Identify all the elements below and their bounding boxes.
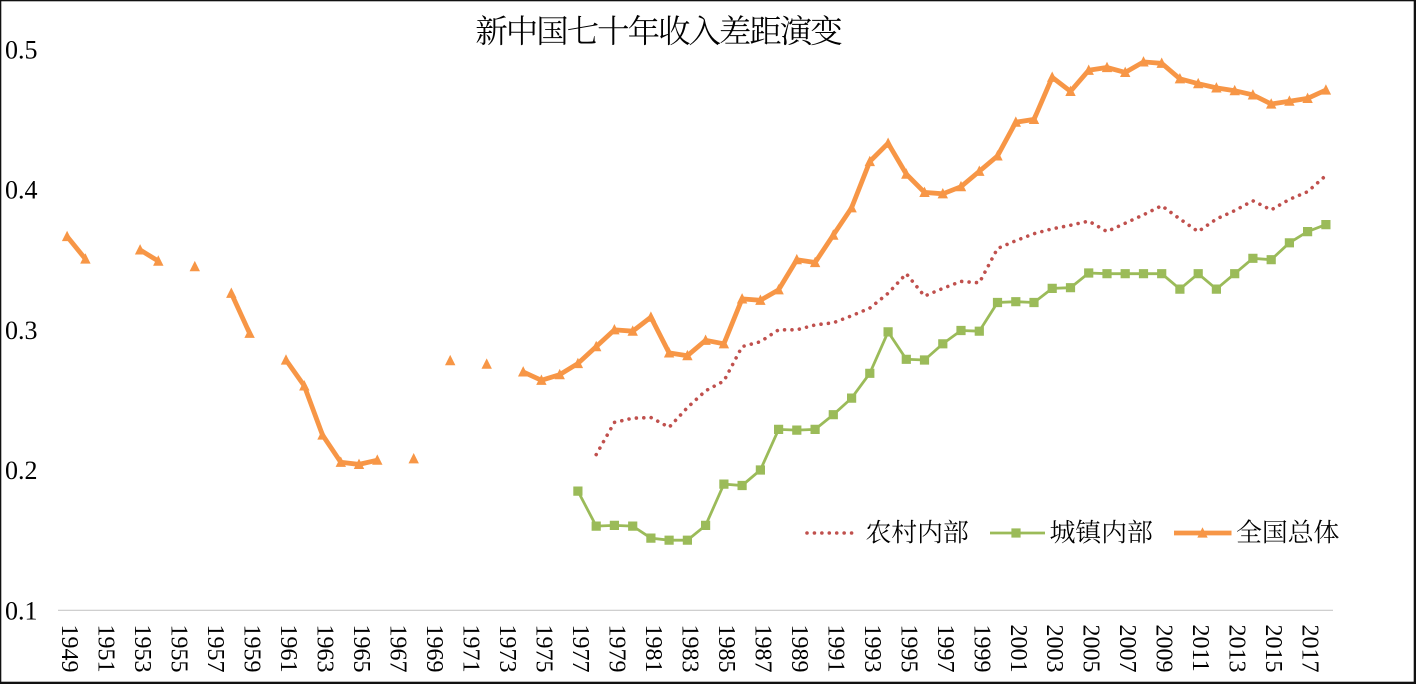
svg-text:1959: 1959: [239, 625, 265, 673]
svg-text:1957: 1957: [202, 625, 228, 673]
svg-text:2005: 2005: [1078, 625, 1104, 673]
svg-text:0.4: 0.4: [5, 176, 38, 205]
svg-text:2013: 2013: [1224, 625, 1250, 673]
svg-text:2003: 2003: [1041, 625, 1067, 673]
svg-text:1983: 1983: [676, 625, 702, 673]
svg-text:1949: 1949: [56, 625, 82, 673]
svg-text:1961: 1961: [275, 625, 301, 673]
svg-text:1987: 1987: [749, 625, 775, 673]
svg-text:0.1: 0.1: [5, 597, 38, 626]
svg-text:2015: 2015: [1260, 625, 1286, 673]
svg-text:0.2: 0.2: [5, 456, 38, 485]
svg-text:1977: 1977: [567, 625, 593, 673]
svg-text:1981: 1981: [640, 625, 666, 673]
svg-text:1989: 1989: [786, 625, 812, 673]
svg-text:1995: 1995: [895, 625, 921, 673]
svg-text:1973: 1973: [494, 625, 520, 673]
svg-text:1963: 1963: [312, 625, 338, 673]
svg-text:1967: 1967: [385, 625, 411, 673]
svg-text:1975: 1975: [530, 625, 556, 673]
svg-text:1993: 1993: [859, 625, 885, 673]
svg-text:2007: 2007: [1114, 625, 1140, 673]
svg-text:0.5: 0.5: [5, 36, 38, 65]
svg-text:0.3: 0.3: [5, 316, 38, 345]
svg-text:2011: 2011: [1187, 625, 1213, 672]
svg-text:2009: 2009: [1151, 625, 1177, 673]
svg-text:1965: 1965: [348, 625, 374, 673]
svg-text:1997: 1997: [932, 625, 958, 673]
svg-text:1971: 1971: [458, 625, 484, 673]
svg-text:1991: 1991: [822, 625, 848, 673]
svg-text:1979: 1979: [603, 625, 629, 673]
svg-text:2001: 2001: [1005, 625, 1031, 673]
svg-text:1955: 1955: [166, 625, 192, 673]
svg-text:1999: 1999: [968, 625, 994, 673]
svg-text:1951: 1951: [93, 625, 119, 673]
svg-text:1985: 1985: [713, 625, 739, 673]
svg-text:1953: 1953: [129, 625, 155, 673]
svg-text:2017: 2017: [1297, 625, 1323, 673]
svg-text:1969: 1969: [421, 625, 447, 673]
